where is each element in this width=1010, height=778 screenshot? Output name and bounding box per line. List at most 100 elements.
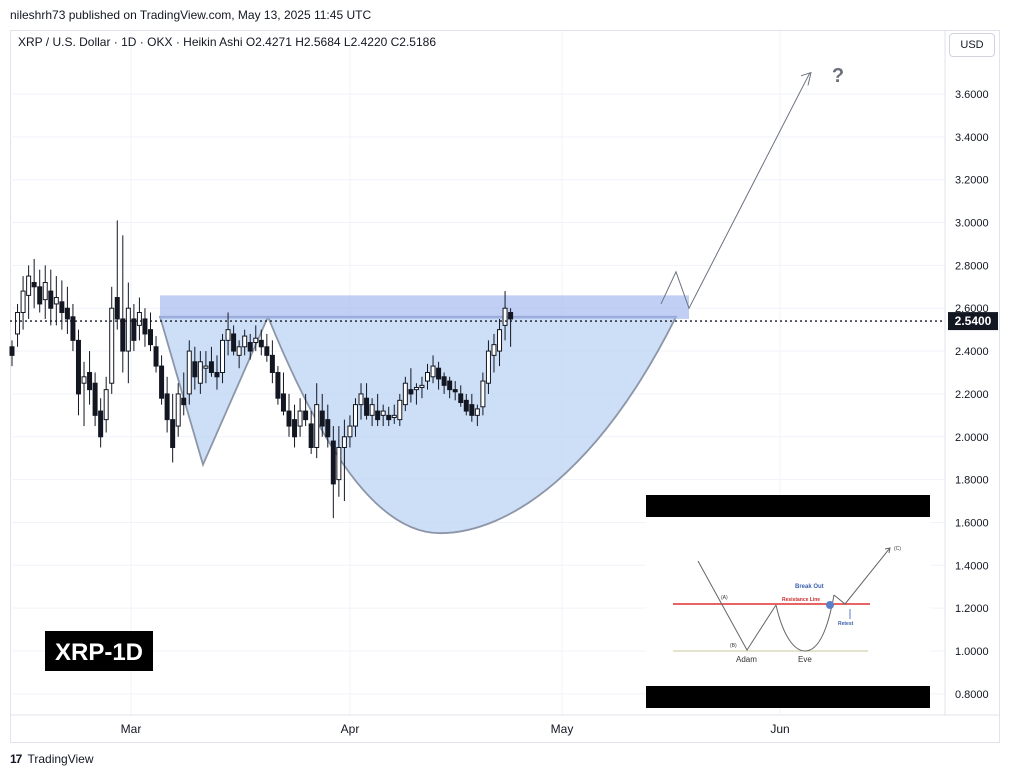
y-tick-label: 2.0000	[955, 432, 989, 444]
candle-body	[203, 365, 209, 369]
candle-body	[303, 410, 309, 421]
candle-body	[458, 393, 464, 403]
candle-body	[502, 307, 508, 326]
candle-body	[280, 393, 286, 412]
candle-body	[369, 404, 375, 416]
pattern-overlays	[158, 295, 689, 535]
projection-path	[660, 72, 811, 310]
candle-body	[70, 316, 76, 341]
inset-diagram: (A) (B) (C) Break Out Resistance Line Retest A…	[646, 495, 930, 708]
y-tick-label: 3.6000	[955, 89, 989, 101]
candle-body	[269, 354, 275, 374]
candle-body	[159, 365, 165, 399]
y-tick-label: 1.2000	[955, 603, 989, 615]
y-tick-label: 2.2000	[955, 389, 989, 401]
symbol-badge: XRP-1D	[55, 639, 143, 666]
candle-body	[87, 372, 93, 391]
candle-body	[125, 307, 131, 352]
candle-body	[247, 342, 253, 352]
candle-body	[408, 389, 414, 395]
candle-body	[258, 339, 264, 348]
x-tick-label: May	[551, 722, 574, 736]
y-tick-label: 3.2000	[955, 175, 989, 187]
candle-body	[485, 350, 491, 384]
candle-body	[136, 312, 142, 326]
candle-body	[208, 361, 214, 373]
candle-body	[314, 404, 320, 448]
tradingview-logo-icon: 17	[10, 752, 22, 766]
candle-body	[325, 419, 331, 438]
symbol-badge-bg	[45, 631, 153, 671]
candle-body	[31, 282, 37, 288]
candle-body	[491, 344, 497, 356]
candle-body	[413, 386, 419, 391]
candle-body	[120, 318, 126, 352]
candle-body	[469, 404, 475, 416]
candle-body	[220, 339, 226, 374]
inset-breakout-path	[833, 547, 891, 605]
candle-body	[75, 339, 81, 395]
inset-label-b: (B)	[730, 643, 737, 649]
candle-body	[358, 393, 364, 406]
x-tick-label: Mar	[121, 722, 142, 736]
candle-body	[308, 423, 314, 448]
currency-button[interactable]: USD	[949, 33, 995, 57]
y-tick-label: 0.8000	[955, 689, 989, 701]
chart-frame	[10, 30, 1000, 743]
candle-body	[53, 297, 59, 305]
inset-label-retest: Retest	[838, 621, 854, 627]
candle-body	[20, 290, 26, 314]
candle-body	[175, 393, 181, 427]
candle-body	[98, 410, 104, 438]
candle-body	[164, 393, 170, 421]
y-tick-label: 1.0000	[955, 646, 989, 658]
candle-body	[275, 372, 281, 399]
inset-panel	[646, 517, 930, 686]
inset-label-adam: Adam	[736, 655, 757, 664]
candle-body	[441, 376, 447, 386]
candle-body	[430, 365, 436, 378]
candle-body	[142, 318, 148, 335]
candle-body	[347, 425, 353, 438]
candle-body	[170, 419, 176, 448]
candle-body	[380, 410, 386, 416]
candle-body	[336, 446, 342, 481]
candle-body	[9, 346, 15, 356]
adam-bottom-shape	[158, 315, 270, 468]
candle-body	[214, 372, 220, 378]
candle-body	[352, 404, 358, 427]
candle-body	[402, 382, 408, 406]
y-tick-label: 1.8000	[955, 475, 989, 487]
inset-breakout-point	[826, 601, 834, 609]
candle-body	[264, 346, 270, 356]
candle-body	[474, 408, 480, 416]
inset-adam-path	[697, 560, 777, 651]
resistance-zone	[160, 295, 689, 319]
candle-body	[192, 361, 198, 378]
inset-eve-path	[775, 594, 835, 652]
footer-brand[interactable]: 17 TradingView	[10, 752, 94, 766]
y-tick-label: 3.4000	[955, 132, 989, 144]
inset-bottom-bar	[646, 686, 930, 708]
candle-body	[375, 410, 381, 421]
publisher-line: nileshrh73 published on TradingView.com,…	[10, 8, 372, 22]
inset-label-a: (A)	[721, 595, 728, 601]
candle-body	[186, 350, 192, 395]
candle-body	[26, 275, 32, 296]
current-price-label-bg	[948, 312, 998, 331]
inset-arrowhead	[884, 547, 891, 554]
candle-body	[341, 436, 347, 448]
candle-body	[15, 312, 21, 335]
candle-body	[436, 367, 442, 380]
candle-body	[480, 380, 486, 408]
inset-label-c: (C)	[894, 546, 901, 552]
candle-body	[242, 335, 248, 348]
candle-body	[153, 346, 159, 367]
inset-label-breakout: Break Out	[795, 584, 824, 590]
candle-body	[397, 399, 403, 421]
y-tick-label: 3.0000	[955, 218, 989, 230]
candle-body	[236, 346, 242, 356]
y-tick-label: 1.6000	[955, 517, 989, 529]
candle-body	[497, 329, 503, 352]
